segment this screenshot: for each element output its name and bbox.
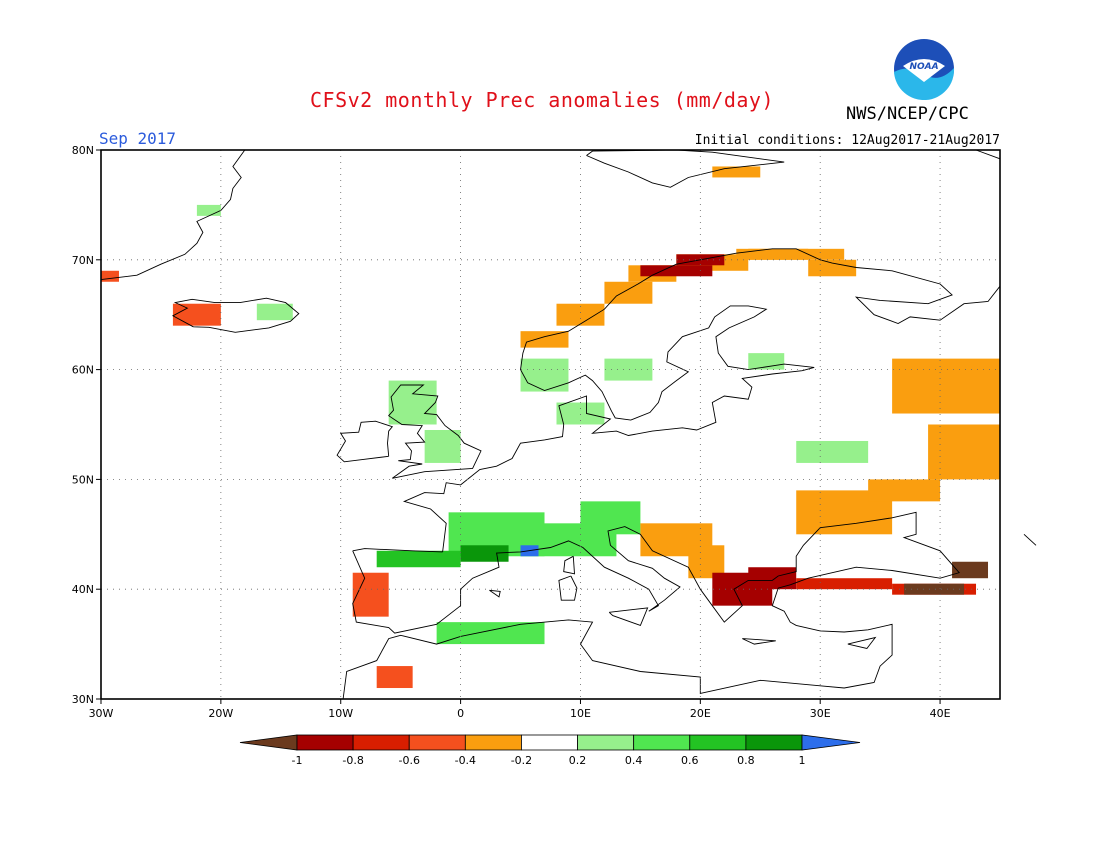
- coastline: [352, 548, 443, 553]
- lat-tick-label: 50N: [72, 473, 94, 486]
- anomaly-cell: [172, 303, 221, 326]
- colorbar-segment: [689, 734, 747, 751]
- coastline: [489, 589, 501, 598]
- anomaly-cell: [352, 572, 389, 617]
- lat-tick-label: 30N: [72, 693, 94, 706]
- anomaly-cell: [748, 567, 797, 590]
- lat-tick-label: 40N: [72, 583, 94, 596]
- coastline: [402, 248, 1001, 552]
- colorbar-label: 0.6: [681, 754, 699, 767]
- map-grid: [101, 150, 1000, 699]
- coastline: [100, 149, 246, 281]
- lat-tick-label: 60N: [72, 364, 94, 377]
- anomaly-cell: [604, 358, 653, 381]
- colorbar-segment: [408, 734, 466, 751]
- lon-tick-label: 0: [457, 707, 464, 720]
- anomaly-cell: [101, 270, 119, 282]
- anomaly-cell: [196, 204, 221, 216]
- colorbar-arrow-high: [801, 734, 861, 751]
- colorbar-label: -0.4: [455, 754, 476, 767]
- anomaly-cell: [424, 429, 461, 463]
- anomaly-cell: [640, 265, 713, 277]
- colorbar-label: -1: [292, 754, 303, 767]
- lat-tick-label: 70N: [72, 254, 94, 267]
- anomaly-cell: [436, 622, 545, 645]
- lon-tick-label: 20E: [690, 707, 711, 720]
- anomaly-cell: [520, 331, 569, 348]
- lon-tick-label: 40E: [930, 707, 951, 720]
- coastline: [847, 636, 877, 650]
- colorbar: -1 -0.8 -0.6 -0.4 -0.2 0.2 0.4 0.6 0.8 1: [239, 734, 861, 767]
- map-frame: [100, 149, 1001, 700]
- anomaly-cell: [604, 281, 653, 304]
- colorbar-segment: [296, 734, 354, 751]
- anomaly-cell: [904, 583, 965, 595]
- colorbar-label: -0.2: [511, 754, 532, 767]
- anomaly-cell: [892, 358, 1000, 414]
- colorbar-segment: [577, 734, 635, 751]
- colorbar-arrow-low: [239, 734, 298, 751]
- anomaly-cell: [376, 550, 461, 568]
- anomaly-cell: [556, 303, 605, 326]
- lon-tick-label: 10W: [328, 707, 353, 720]
- coastline: [563, 555, 575, 575]
- coastline: [342, 511, 961, 700]
- colorbar-segment: [633, 734, 691, 751]
- coastlines: [100, 149, 1037, 700]
- anomaly-cell: [256, 303, 293, 321]
- colorbar-segment: [521, 734, 578, 751]
- chart-title: CFSv2 monthly Prec anomalies (mm/day): [310, 88, 775, 112]
- noaa-logo-icon: NOAA: [894, 39, 955, 100]
- colorbar-label: -0.8: [342, 754, 363, 767]
- colorbar-label: 0.8: [737, 754, 755, 767]
- colorbar-label: 0.4: [625, 754, 643, 767]
- coastline: [1023, 533, 1037, 546]
- colorbar-segment: [745, 734, 803, 751]
- anomaly-cell: [712, 166, 761, 178]
- anomaly-cell: [928, 424, 1000, 480]
- colorbar-label: -0.6: [398, 754, 419, 767]
- anomaly-cell: [580, 501, 641, 535]
- coastline: [336, 420, 394, 463]
- coastline: [171, 297, 300, 333]
- anomaly-cell: [460, 545, 509, 562]
- anomaly-cell: [388, 380, 437, 425]
- lon-tick-label: 10E: [570, 707, 591, 720]
- coastline: [975, 149, 1001, 160]
- lon-tick-label: 20W: [208, 707, 233, 720]
- forecast-month: Sep 2017: [99, 129, 177, 148]
- colorbar-segment: [464, 734, 522, 751]
- anomaly-cell: [556, 402, 605, 425]
- lon-tick-label: 30W: [89, 707, 114, 720]
- colorbar-segment: [352, 734, 410, 751]
- coastline: [608, 607, 649, 626]
- lat-tick-label: 80N: [72, 144, 94, 157]
- anomaly-cell: [520, 358, 569, 392]
- lon-tick-label: 30E: [810, 707, 831, 720]
- anomaly-cell: [796, 440, 869, 463]
- svg-text:NOAA: NOAA: [909, 62, 938, 72]
- colorbar-label: 1: [799, 754, 806, 767]
- anomaly-cell: [808, 259, 857, 277]
- anomaly-cells: [101, 166, 1000, 689]
- coastline: [558, 575, 578, 601]
- initial-conditions-label: Initial conditions: 12Aug2017-21Aug2017: [694, 133, 1000, 148]
- coastline: [388, 384, 482, 479]
- anomaly-cell: [952, 561, 989, 579]
- anomaly-cell: [376, 666, 413, 689]
- anomaly-cell: [736, 248, 809, 260]
- coastline: [742, 638, 776, 645]
- anomaly-cell: [868, 479, 941, 502]
- colorbar-label: 0.2: [569, 754, 587, 767]
- anomaly-cell: [796, 578, 893, 590]
- agency-label: NWS/NCEP/CPC: [846, 104, 969, 124]
